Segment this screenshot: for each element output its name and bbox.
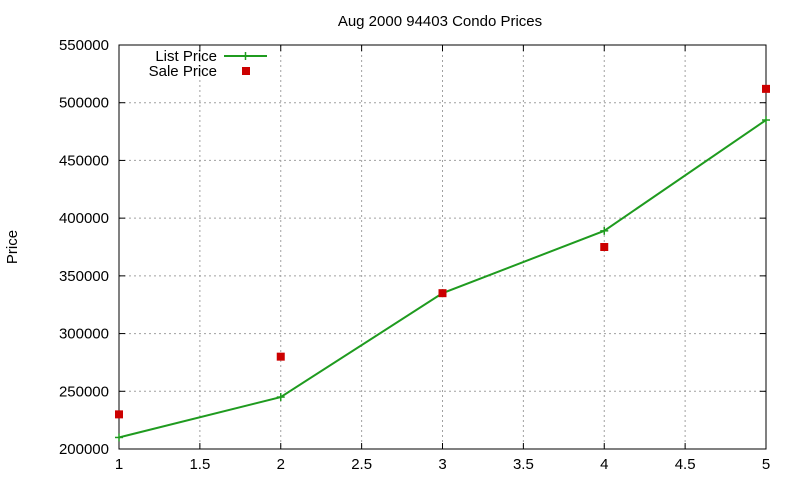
list-price-point bbox=[276, 393, 285, 402]
legend-marker-list-price bbox=[241, 52, 250, 60]
y-tick-label: 250000 bbox=[59, 383, 109, 400]
y-tick-label: 400000 bbox=[59, 210, 109, 227]
list-price-point bbox=[600, 226, 609, 235]
sale-price-point bbox=[276, 352, 285, 361]
chart-title: Aug 2000 94403 Condo Prices bbox=[338, 13, 542, 30]
y-tick-label: 550000 bbox=[59, 37, 109, 54]
list-price-point bbox=[762, 116, 770, 125]
x-tick-label: 3.5 bbox=[513, 456, 534, 473]
list-price-line bbox=[118, 119, 767, 439]
x-tick-label: 3 bbox=[438, 456, 446, 473]
list-price-point bbox=[115, 433, 123, 442]
y-tick-label: 350000 bbox=[59, 268, 109, 285]
x-tick-label: 2.5 bbox=[351, 456, 372, 473]
sale-price-point bbox=[115, 410, 123, 419]
x-tick-label: 4.5 bbox=[675, 456, 696, 473]
grid-lines bbox=[119, 45, 766, 449]
list-price-series bbox=[115, 116, 770, 442]
x-tick-label: 1.5 bbox=[189, 456, 210, 473]
sale-price-series bbox=[115, 84, 770, 419]
y-axis-title: Price bbox=[4, 230, 21, 264]
legend-label-list-price: List Price bbox=[155, 48, 217, 65]
axis-ticks: 1 1.5 2 2.5 3 3.5 4 4.5 5 200000 250000 300000 35000… bbox=[59, 37, 770, 473]
x-tick-label: 5 bbox=[762, 456, 770, 473]
x-tick-label: 4 bbox=[600, 456, 608, 473]
y-tick-label: 300000 bbox=[59, 326, 109, 343]
y-tick-label: 200000 bbox=[59, 441, 109, 458]
sale-price-point bbox=[600, 243, 609, 251]
legend-label-sale-price: Sale Price bbox=[149, 63, 217, 80]
sale-price-point bbox=[438, 289, 447, 298]
x-tick-label: 2 bbox=[277, 456, 285, 473]
y-tick-label: 500000 bbox=[59, 95, 109, 112]
y-tick-label: 450000 bbox=[59, 152, 109, 169]
series-layer bbox=[115, 84, 770, 442]
sale-price-point bbox=[762, 84, 770, 93]
legend-swatch-sale-price bbox=[242, 67, 250, 75]
x-tick-label: 1 bbox=[115, 456, 123, 473]
